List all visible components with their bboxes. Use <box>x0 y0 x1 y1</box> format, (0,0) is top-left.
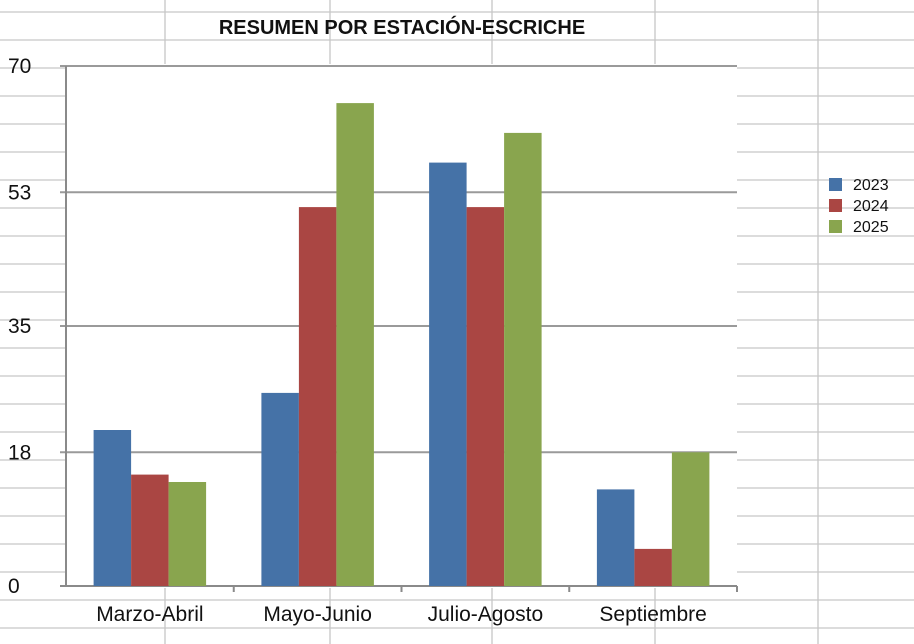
bar-2025-Marzo-Abril <box>168 482 207 586</box>
legend-label-2025: 2025 <box>853 219 889 236</box>
x-tick-label-Septiembre: Septiembre <box>599 603 706 626</box>
bar-2023-Mayo-Junio <box>261 392 299 586</box>
chart-title: RESUMEN POR ESTACIÓN-ESCRICHE <box>219 15 585 39</box>
legend-swatch-2023 <box>829 178 842 191</box>
y-tick-label-70: 70 <box>8 55 31 78</box>
horizontal-gridlines <box>60 65 737 454</box>
legend-swatch-2024 <box>829 199 842 212</box>
x-tick-labels: Marzo-Abril Mayo-Junio Julio-Agosto Septiem… <box>96 586 738 626</box>
x-tick-label-Marzo-Abril: Marzo-Abril <box>96 603 203 626</box>
bar-2023-Julio-Agosto <box>429 162 467 586</box>
y-tick-label-18: 18 <box>8 441 31 464</box>
bar-2023-Marzo-Abril <box>93 430 132 586</box>
bar-2024-Julio-Agosto <box>466 207 505 586</box>
bar-2025-Septiembre <box>671 452 710 586</box>
y-tick-label-53: 53 <box>8 181 31 204</box>
bar-2024-Mayo-Junio <box>298 207 337 586</box>
legend-label-2023: 2023 <box>853 177 889 194</box>
y-tick-label-0: 0 <box>8 575 20 598</box>
bar-2024-Septiembre <box>634 548 672 586</box>
bar-2024-Marzo-Abril <box>131 474 169 586</box>
x-tick-label-Julio-Agosto: Julio-Agosto <box>428 603 544 626</box>
legend-swatch-2025 <box>829 220 842 233</box>
bar-2023-Septiembre <box>596 489 635 586</box>
legend: 2023 2024 2025 <box>829 177 889 236</box>
bar-2025-Julio-Agosto <box>504 132 542 586</box>
y-tick-labels: 0 18 35 53 70 <box>8 55 31 598</box>
bars <box>93 103 710 586</box>
bar-2025-Mayo-Junio <box>336 103 374 586</box>
legend-label-2024: 2024 <box>853 198 889 215</box>
y-tick-label-35: 35 <box>8 315 31 338</box>
x-tick-label-Mayo-Junio: Mayo-Junio <box>263 603 372 626</box>
